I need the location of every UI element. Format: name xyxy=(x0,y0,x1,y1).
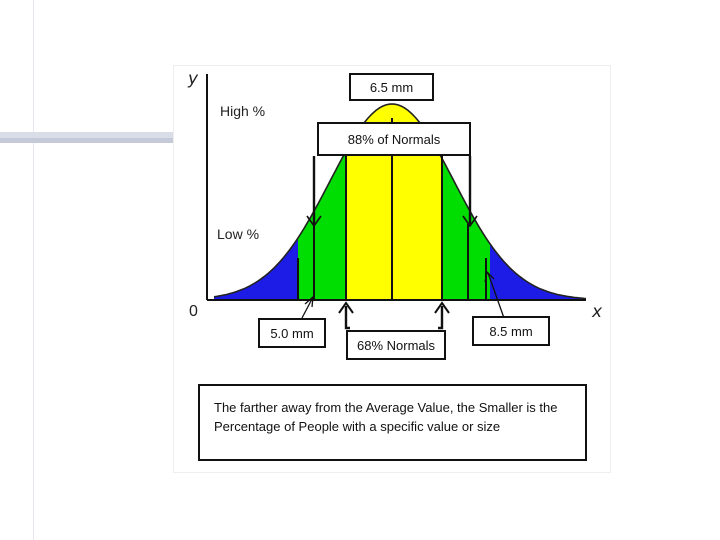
x-axis-letter: x xyxy=(592,302,603,322)
right-value-box: 8.5 mm xyxy=(472,316,550,346)
high-percent-label: High % xyxy=(220,103,266,119)
tail-band-right xyxy=(490,104,586,300)
middle-band-left xyxy=(298,104,346,300)
leader-left-head xyxy=(304,295,314,308)
bell-curve-outline xyxy=(213,103,587,300)
decorative-bar-light xyxy=(0,132,175,138)
arrowhead-left-outer xyxy=(306,215,322,228)
middle-band-right xyxy=(442,104,490,300)
origin-label: 0 xyxy=(189,303,198,320)
inner-bracket xyxy=(344,306,444,330)
bell-curve-graphic xyxy=(206,74,587,330)
low-percent-label: Low % xyxy=(217,226,260,242)
center-band xyxy=(346,104,442,300)
decorative-vertical-line xyxy=(33,0,34,540)
y-axis-letter: y xyxy=(188,69,199,89)
leader-right xyxy=(487,272,505,319)
arrowhead-left-inner xyxy=(338,301,354,314)
mean-value-box: 6.5 mm xyxy=(349,73,434,101)
leader-left xyxy=(301,298,313,319)
inner-normals-box: 68% Normals xyxy=(346,330,446,360)
arrowhead-right-inner xyxy=(434,301,450,314)
caption-box: The farther away from the Average Value,… xyxy=(198,384,587,461)
decorative-bar-dark xyxy=(0,138,175,143)
outer-bracket xyxy=(312,156,472,224)
outer-normals-box: 88% of Normals xyxy=(317,122,471,156)
left-value-box: 5.0 mm xyxy=(258,318,326,348)
normal-distribution-figure: y x 0 High % Low % 6.5 mm 88% of Normals… xyxy=(174,66,610,472)
curve-fill-bands xyxy=(214,104,586,300)
leader-right-head xyxy=(484,270,495,283)
arrowhead-right-outer xyxy=(462,215,478,228)
